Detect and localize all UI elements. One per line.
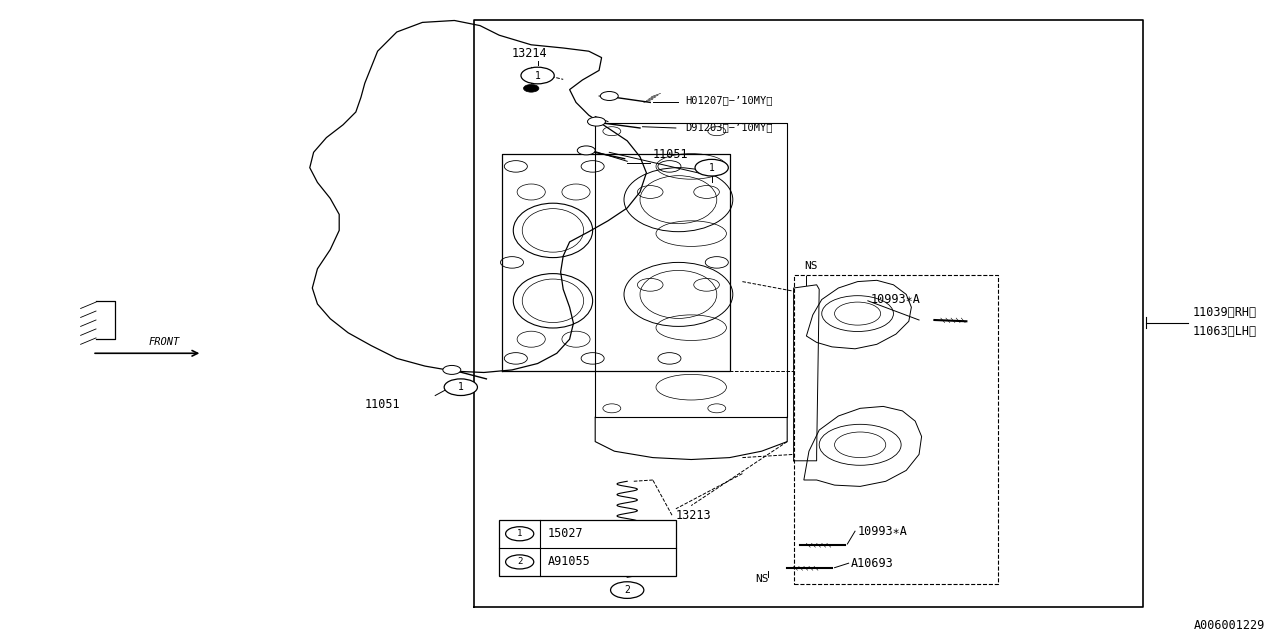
- Text: 13214: 13214: [512, 47, 548, 60]
- Circle shape: [443, 365, 461, 374]
- Text: 11039〈RH〉: 11039〈RH〉: [1193, 306, 1257, 319]
- Bar: [499, 520, 676, 576]
- Text: 11051: 11051: [653, 148, 689, 161]
- Text: 11051: 11051: [365, 398, 401, 411]
- Circle shape: [588, 117, 605, 126]
- Text: NS: NS: [755, 573, 769, 584]
- Circle shape: [695, 159, 728, 176]
- Text: 2: 2: [625, 585, 630, 595]
- Text: H01207（−’10MY）: H01207（−’10MY）: [685, 95, 772, 106]
- Circle shape: [521, 67, 554, 84]
- Text: 1: 1: [458, 382, 463, 392]
- Text: D91203（−’10MY）: D91203（−’10MY）: [685, 122, 772, 132]
- Circle shape: [444, 379, 477, 396]
- Circle shape: [611, 582, 644, 598]
- Text: 1: 1: [709, 163, 714, 173]
- Text: A006001229: A006001229: [1193, 620, 1265, 632]
- Text: 15027: 15027: [548, 527, 584, 540]
- Text: A10693: A10693: [851, 557, 893, 570]
- Circle shape: [506, 555, 534, 569]
- Circle shape: [600, 92, 618, 100]
- Circle shape: [577, 146, 595, 155]
- Circle shape: [524, 84, 539, 92]
- Text: NS: NS: [804, 260, 818, 271]
- Text: 2: 2: [517, 557, 522, 566]
- Text: 10993∗A: 10993∗A: [858, 525, 908, 538]
- Circle shape: [506, 527, 534, 541]
- Text: 1: 1: [517, 529, 522, 538]
- Text: 10993∗A: 10993∗A: [870, 293, 920, 306]
- Text: 13213: 13213: [676, 509, 712, 522]
- Text: 11063〈LH〉: 11063〈LH〉: [1193, 325, 1257, 338]
- Text: FRONT: FRONT: [148, 337, 179, 347]
- Text: A91055: A91055: [548, 556, 590, 568]
- Text: 1: 1: [535, 70, 540, 81]
